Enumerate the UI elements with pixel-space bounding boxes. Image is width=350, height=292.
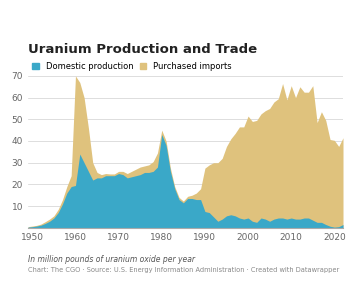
Legend: Domestic production, Purchased imports: Domestic production, Purchased imports xyxy=(32,62,232,71)
Text: Chart: The CGO · Source: U.S. Energy Information Administration · Created with D: Chart: The CGO · Source: U.S. Energy Inf… xyxy=(28,267,339,273)
Text: In million pounds of uranium oxide per year: In million pounds of uranium oxide per y… xyxy=(28,255,195,264)
Text: Uranium Production and Trade: Uranium Production and Trade xyxy=(28,43,257,55)
